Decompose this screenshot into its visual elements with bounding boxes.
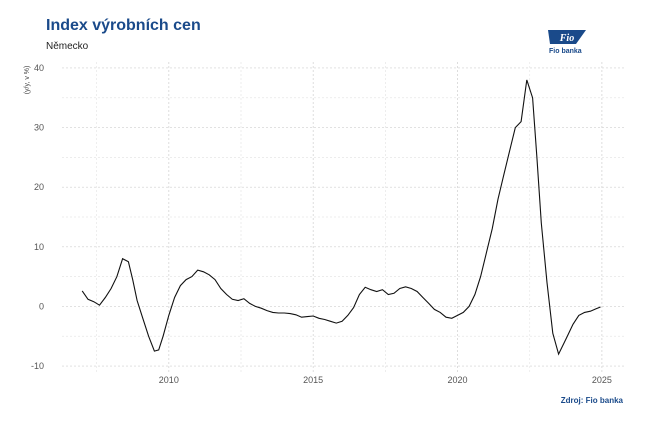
x-tick-label: 2020 [448, 375, 468, 385]
x-tick-label: 2010 [159, 375, 179, 385]
x-axis-ticks: 2010 2015 2020 2025 [159, 375, 612, 385]
series-line-ppi [81, 79, 601, 356]
y-axis-ticks: -10 0 10 20 30 40 [31, 63, 44, 371]
logo-flag-shape [548, 30, 586, 44]
y-tick-label: 0 [39, 301, 44, 311]
chart-title: Index výrobních cen [46, 17, 201, 34]
logo-tagline: Fio banka [549, 48, 582, 55]
logo-wordmark: Fio [559, 33, 574, 44]
fio-banka-logo: Fio [548, 30, 586, 44]
y-tick-label: -10 [31, 361, 44, 371]
y-tick-label: 20 [34, 182, 44, 192]
source-label: Zdroj: Fio banka [560, 396, 623, 405]
y-tick-label: 10 [34, 242, 44, 252]
x-tick-label: 2015 [303, 375, 323, 385]
y-tick-label: 30 [34, 123, 44, 133]
chart-grid [62, 62, 625, 372]
chart-subtitle: Německo [46, 41, 89, 52]
y-tick-label: 40 [34, 63, 44, 73]
y-axis-label: (y/y, v %) [24, 66, 31, 95]
x-tick-label: 2025 [592, 375, 612, 385]
